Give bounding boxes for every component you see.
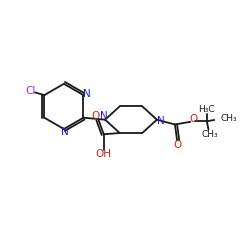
Text: N: N xyxy=(100,111,108,121)
Text: CH₃: CH₃ xyxy=(220,114,237,123)
Text: OH: OH xyxy=(96,149,112,159)
Text: O: O xyxy=(189,114,197,124)
Text: N: N xyxy=(83,89,91,99)
Text: O: O xyxy=(92,111,100,121)
Text: CH₃: CH₃ xyxy=(202,130,218,138)
Text: N: N xyxy=(61,127,69,137)
Text: N: N xyxy=(157,116,164,126)
Text: H₃C: H₃C xyxy=(198,104,215,114)
Text: Cl: Cl xyxy=(25,86,35,97)
Text: O: O xyxy=(173,140,181,150)
